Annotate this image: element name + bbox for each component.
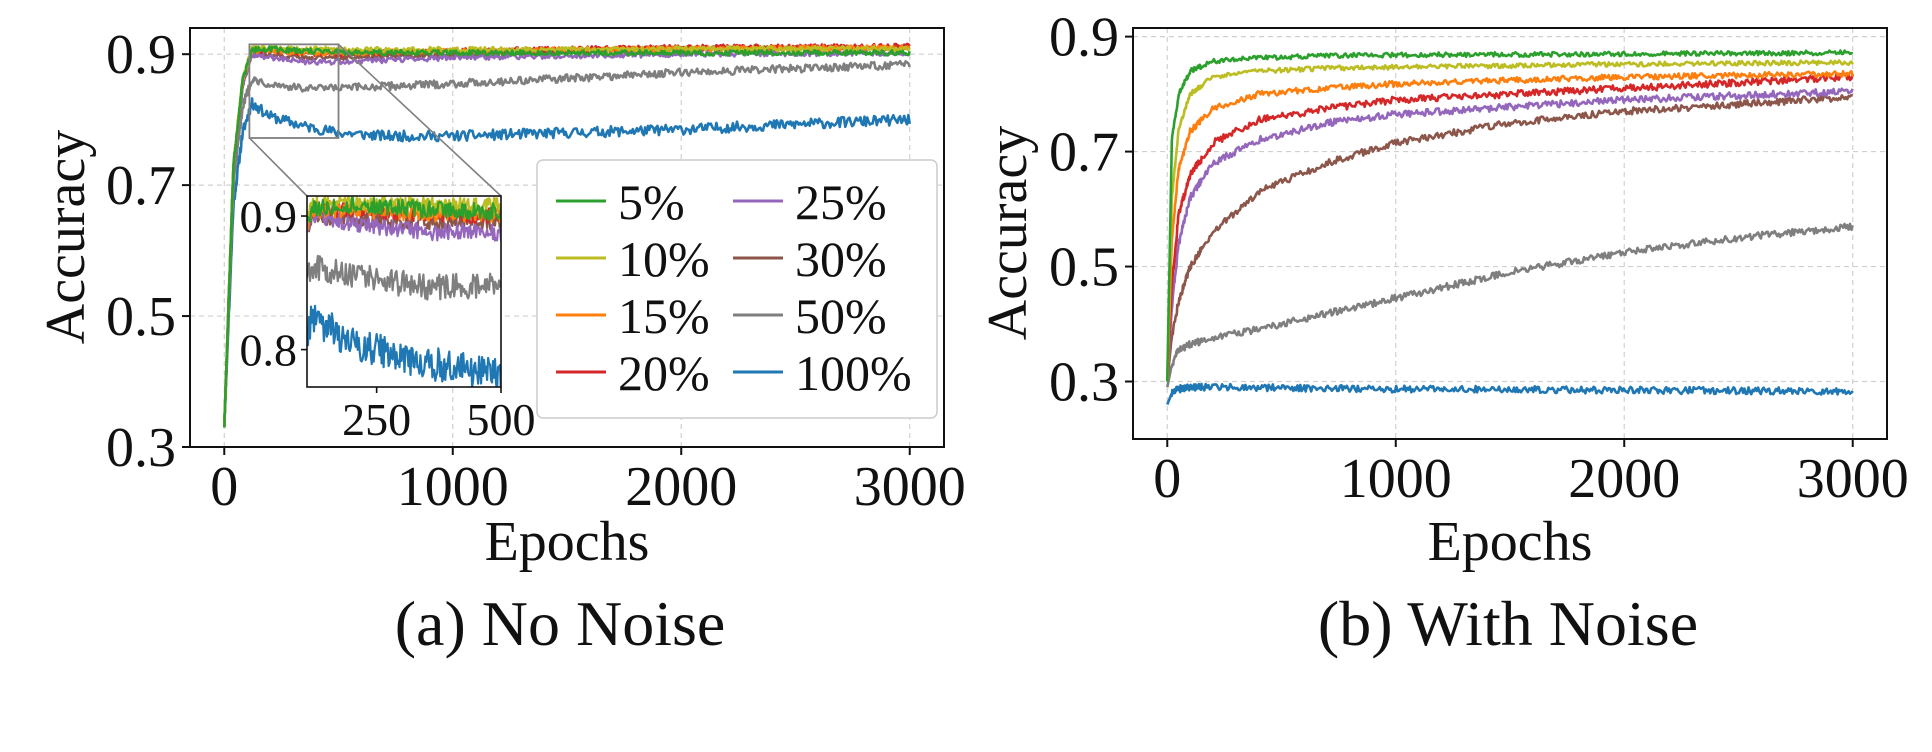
axis-tick-labels: 0 1000 2000 3000 0.3 0.5 0.7 0.9 (1049, 7, 1909, 510)
plot-frame (189, 27, 945, 448)
y-axis-label: Accuracy (977, 126, 1039, 341)
y-tick-label: 0.5 (106, 286, 176, 348)
x-tick-label: 0 (210, 456, 238, 518)
legend: 5%10%15%20% 25%30%50%100% (536, 159, 938, 419)
zoom-region-box (248, 43, 340, 139)
x-tick-label: 1000 (397, 456, 509, 518)
series-line-100pct (223, 97, 911, 428)
x-tick-label: 2000 (1568, 448, 1680, 510)
legend-label-5pct: 5% (618, 174, 685, 230)
x-axis-label: Epochs (1428, 511, 1593, 573)
inset-frame (306, 195, 502, 388)
panel-with-noise: 0 1000 2000 3000 0.3 0.5 0.7 0.9 Epochs Accurac… (977, 7, 1909, 659)
y-tick-label: 0.7 (1049, 122, 1119, 184)
inset-zoom-plot: 250 500 0.8 0.9 (240, 191, 536, 445)
panel-no-noise: 0 1000 2000 3000 0.3 0.5 0.7 0.9 Epochs Accurac… (35, 24, 966, 659)
series-lines (223, 42, 911, 428)
series-line-10pct (1166, 59, 1854, 382)
y-tick-label: 0.3 (1049, 352, 1119, 414)
y-tick-label: 0.3 (106, 417, 176, 479)
plot-frame (1132, 27, 1888, 440)
caption: (b) With Noise (1318, 588, 1698, 659)
legend-label-100pct: 100% (795, 345, 912, 401)
inset-x-tick-label: 250 (342, 394, 411, 445)
axis-tick-labels: 0 1000 2000 3000 0.3 0.5 0.7 0.9 (106, 24, 966, 518)
inset-y-tick-label: 0.8 (240, 325, 298, 376)
zoom-connector (337, 43, 502, 197)
y-tick-label: 0.9 (1049, 7, 1119, 69)
inset-series-line-50pct (307, 254, 501, 301)
zoom-connector (248, 137, 308, 197)
legend-label-30pct: 30% (795, 231, 887, 287)
legend-label-10pct: 10% (618, 231, 710, 287)
series-lines (1166, 49, 1854, 405)
axis-ticks (1125, 35, 1854, 447)
inset-y-tick-label: 0.9 (240, 191, 298, 242)
inset-x-tick-label: 500 (467, 394, 536, 445)
series-line-50pct (1166, 222, 1854, 388)
series-line-5pct (223, 45, 911, 428)
x-axis-label: Epochs (485, 511, 650, 573)
y-tick-label: 0.9 (106, 24, 176, 86)
legend-entries: 5%10%15%20% 25%30%50%100% (556, 174, 912, 401)
legend-label-20pct: 20% (618, 345, 710, 401)
inset-series-lines (307, 196, 501, 387)
legend-label-25pct: 25% (795, 174, 887, 230)
inset-series-line-25pct (307, 207, 501, 242)
legend-label-50pct: 50% (795, 288, 887, 344)
series-line-30pct (1166, 93, 1853, 382)
legend-label-15pct: 15% (618, 288, 710, 344)
series-line-50pct (223, 59, 911, 428)
series-line-20pct (1166, 72, 1854, 382)
axis-ticks (182, 53, 911, 455)
inset-tick-labels: 250 500 0.8 0.9 (240, 191, 536, 445)
y-tick-label: 0.5 (1049, 237, 1119, 299)
inset-series-line-5pct (307, 196, 501, 223)
x-tick-label: 3000 (854, 456, 966, 518)
x-tick-label: 0 (1153, 448, 1181, 510)
caption: (a) No Noise (395, 588, 726, 659)
inset-ticks (301, 215, 502, 393)
x-tick-label: 1000 (1340, 448, 1452, 510)
series-line-15pct (1166, 70, 1854, 382)
x-tick-label: 2000 (625, 456, 737, 518)
series-line-25pct (1166, 87, 1854, 382)
series-line-100pct (1166, 382, 1854, 405)
inset-series-line-100pct (307, 304, 501, 387)
y-axis-label: Accuracy (35, 130, 97, 345)
x-tick-label: 3000 (1797, 448, 1909, 510)
y-tick-label: 0.7 (106, 155, 176, 217)
zoom-indicator (248, 43, 502, 197)
series-line-5pct (1166, 49, 1854, 382)
legend-box (536, 159, 938, 419)
